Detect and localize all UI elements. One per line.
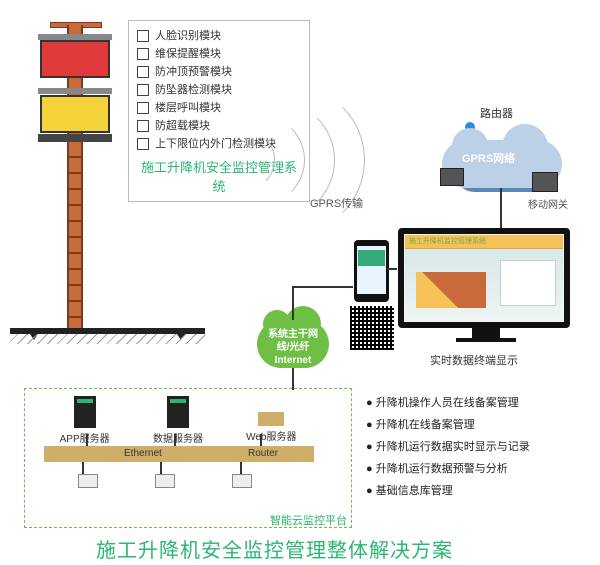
drop-line [160, 462, 162, 474]
client-row [50, 474, 280, 488]
gateway-box-right [532, 172, 558, 192]
server-icon [74, 396, 96, 428]
gprs-cloud-label: GPRS网络 [462, 150, 515, 166]
feature-item: 升降机操作人员在线备案管理 [366, 392, 530, 414]
server-label: APP服务器 [45, 430, 125, 445]
server-label: 数据服务器 [138, 430, 218, 445]
gateway-box-left [440, 168, 464, 186]
monitor-stand [472, 328, 500, 338]
feature-item: 升降机运行数据预警与分析 [366, 458, 530, 480]
module-item: 防冲顶预警模块 [137, 63, 301, 81]
router-icon [258, 412, 284, 426]
drop-line [240, 462, 242, 474]
fall-detect-icon [137, 84, 149, 96]
server-row: APP服务器 数据服务器 Web服务器 [38, 396, 318, 445]
link-backbone-down [292, 368, 294, 390]
main-title: 施工升降机安全监控管理整体解决方案 [96, 534, 453, 563]
pc-icon [155, 474, 175, 488]
feature-item: 基础信息库管理 [366, 480, 530, 502]
backbone-label: 系统主干网线/光纤Internet [262, 328, 324, 367]
phone-icon [137, 102, 149, 114]
ethernet-label: Ethernet [124, 448, 162, 459]
router-label-bar: Router [248, 448, 278, 459]
client-pc [155, 474, 175, 488]
overload-icon [137, 120, 149, 132]
module-item: 人脸识别模块 [137, 27, 301, 45]
link-phone-monitor [387, 268, 397, 270]
module-label: 防冲顶预警模块 [155, 63, 232, 81]
server-data: 数据服务器 [138, 396, 218, 445]
drop-line [260, 434, 262, 446]
gprs-transmit-label: GPRS传输 [310, 195, 363, 211]
face-id-icon [137, 30, 149, 42]
module-label: 维保提醒模块 [155, 45, 221, 63]
link-backbone-up [292, 286, 294, 320]
module-label: 人脸识别模块 [155, 27, 221, 45]
feature-item: 升降机运行数据实时显示与记录 [366, 436, 530, 458]
link-monitor-up [500, 210, 502, 228]
display-label: 实时数据终端显示 [430, 352, 518, 368]
cage-rail-base [38, 134, 112, 142]
server-icon [167, 396, 189, 428]
elevator-cage-bottom [40, 95, 110, 133]
drop-line [82, 462, 84, 474]
module-item: 维保提醒模块 [137, 45, 301, 63]
link-backbone-phone-h2 [292, 286, 330, 288]
limit-icon [137, 138, 149, 150]
server-label: Web服务器 [231, 428, 311, 443]
pc-icon [232, 474, 252, 488]
monitor-hero-image [416, 272, 486, 308]
module-label: 楼层呼叫模块 [155, 99, 221, 117]
monitor-base [456, 338, 516, 342]
elevator-cage-top [40, 40, 110, 78]
ground-hatching [10, 334, 205, 344]
shield-icon [137, 66, 149, 78]
server-web: Web服务器 [231, 396, 311, 445]
module-label: 防坠器检测模块 [155, 81, 232, 99]
drop-line [174, 434, 176, 446]
client-pc [232, 474, 252, 488]
gateway-label: 移动网关 [528, 196, 568, 211]
server-app: APP服务器 [45, 396, 125, 445]
drop-line [86, 434, 88, 446]
client-pc [78, 474, 98, 488]
maintenance-icon [137, 48, 149, 60]
cloud-platform-title: 智能云监控平台 [270, 512, 347, 528]
qr-code [350, 306, 394, 350]
feature-item: 升降机在线备案管理 [366, 414, 530, 436]
phone-screen-chart [358, 250, 385, 266]
gprs-waves [215, 100, 415, 250]
router-label: 路由器 [480, 105, 513, 121]
link-backbone-phone-h [329, 286, 353, 288]
monitor-login-box [500, 260, 556, 306]
module-label: 防超载模块 [155, 117, 210, 135]
pc-icon [78, 474, 98, 488]
feature-list: 升降机操作人员在线备案管理 升降机在线备案管理 升降机运行数据实时显示与记录 升… [366, 392, 530, 502]
monitor-header: 施工升降机监控管理系统 [405, 235, 563, 249]
cage-rail-mid [38, 88, 112, 94]
